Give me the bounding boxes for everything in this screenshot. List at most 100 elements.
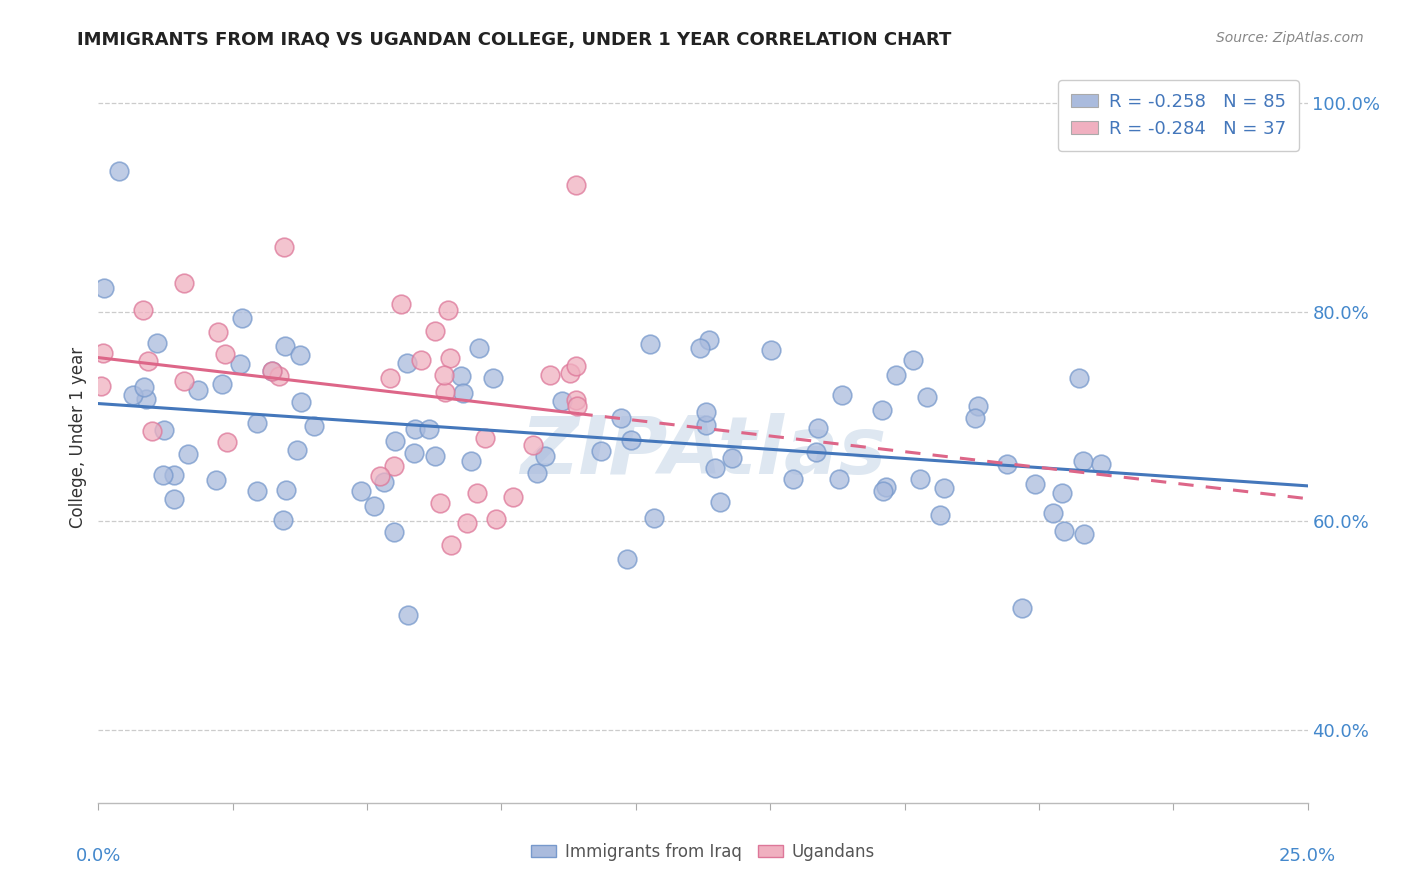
Point bbox=[437, 303, 460, 318]
Point bbox=[704, 461, 727, 475]
Point bbox=[482, 371, 505, 385]
Point bbox=[995, 457, 1018, 471]
Point bbox=[465, 485, 488, 500]
Point bbox=[1050, 486, 1073, 500]
Point bbox=[620, 433, 643, 447]
Point bbox=[782, 472, 804, 486]
Point bbox=[565, 392, 588, 407]
Text: Source: ZipAtlas.com: Source: ZipAtlas.com bbox=[1216, 31, 1364, 45]
Point bbox=[380, 371, 402, 385]
Point bbox=[90, 379, 112, 393]
Point bbox=[418, 422, 440, 436]
Point bbox=[187, 383, 209, 397]
Point bbox=[1024, 477, 1046, 491]
Point bbox=[433, 368, 456, 382]
Point bbox=[207, 325, 229, 339]
Point bbox=[560, 366, 582, 380]
Point bbox=[162, 492, 184, 507]
Text: ZIPAtlas: ZIPAtlas bbox=[520, 413, 886, 491]
Point bbox=[205, 473, 228, 487]
Point bbox=[136, 354, 159, 368]
Point bbox=[451, 385, 474, 400]
Point bbox=[134, 380, 156, 394]
Point bbox=[522, 438, 544, 452]
Point bbox=[484, 512, 506, 526]
Point bbox=[828, 472, 851, 486]
Point bbox=[163, 467, 186, 482]
Point bbox=[108, 164, 131, 178]
Point bbox=[373, 475, 395, 490]
Point bbox=[429, 496, 451, 510]
Point bbox=[903, 352, 925, 367]
Point bbox=[456, 516, 478, 531]
Point bbox=[384, 434, 406, 449]
Point bbox=[302, 418, 325, 433]
Point bbox=[93, 281, 115, 295]
Point bbox=[460, 454, 482, 468]
Point bbox=[271, 513, 294, 527]
Point bbox=[141, 425, 163, 439]
Point bbox=[1042, 506, 1064, 520]
Point bbox=[807, 421, 830, 435]
Point bbox=[396, 356, 419, 370]
Point bbox=[211, 376, 233, 391]
Point bbox=[273, 240, 295, 254]
Point bbox=[260, 364, 283, 378]
Point bbox=[720, 451, 742, 466]
Point bbox=[260, 364, 283, 378]
Point bbox=[409, 353, 432, 368]
Point bbox=[591, 443, 613, 458]
Point bbox=[146, 335, 169, 350]
Point bbox=[695, 405, 717, 419]
Point bbox=[1090, 457, 1112, 471]
Legend: R = -0.258   N = 85, R = -0.284   N = 37: R = -0.258 N = 85, R = -0.284 N = 37 bbox=[1059, 80, 1299, 151]
Point bbox=[870, 403, 893, 417]
Point bbox=[875, 480, 897, 494]
Point bbox=[434, 384, 457, 399]
Point bbox=[267, 369, 290, 384]
Point bbox=[929, 508, 952, 522]
Point bbox=[91, 345, 114, 359]
Point bbox=[1053, 524, 1076, 538]
Point bbox=[609, 411, 631, 425]
Point bbox=[368, 468, 391, 483]
Point bbox=[425, 324, 447, 338]
Point bbox=[884, 368, 907, 383]
Point bbox=[831, 388, 853, 402]
Point bbox=[474, 431, 496, 445]
Y-axis label: College, Under 1 year: College, Under 1 year bbox=[69, 346, 87, 528]
Text: 25.0%: 25.0% bbox=[1279, 847, 1336, 864]
Point bbox=[350, 483, 373, 498]
Point bbox=[229, 357, 252, 371]
Point bbox=[695, 417, 717, 432]
Point bbox=[697, 333, 720, 347]
Point bbox=[177, 447, 200, 461]
Point bbox=[564, 178, 586, 192]
Point bbox=[567, 399, 589, 413]
Point bbox=[932, 481, 955, 495]
Point bbox=[965, 411, 987, 425]
Point bbox=[423, 449, 446, 463]
Point bbox=[526, 466, 548, 480]
Point bbox=[1071, 454, 1094, 468]
Text: IMMIGRANTS FROM IRAQ VS UGANDAN COLLEGE, UNDER 1 YEAR CORRELATION CHART: IMMIGRANTS FROM IRAQ VS UGANDAN COLLEGE,… bbox=[77, 31, 952, 49]
Point bbox=[214, 347, 236, 361]
Point bbox=[276, 483, 298, 497]
Point bbox=[502, 490, 524, 504]
Point bbox=[689, 341, 711, 355]
Point bbox=[382, 524, 405, 539]
Point bbox=[135, 392, 157, 406]
Point bbox=[132, 302, 155, 317]
Point bbox=[915, 390, 938, 404]
Point bbox=[550, 394, 572, 409]
Point bbox=[1011, 600, 1033, 615]
Point bbox=[173, 277, 195, 291]
Point bbox=[538, 368, 561, 383]
Point bbox=[363, 500, 385, 514]
Text: 0.0%: 0.0% bbox=[76, 847, 121, 864]
Point bbox=[290, 395, 312, 409]
Point bbox=[806, 444, 828, 458]
Point bbox=[290, 348, 312, 362]
Point bbox=[450, 368, 472, 383]
Point bbox=[173, 374, 195, 388]
